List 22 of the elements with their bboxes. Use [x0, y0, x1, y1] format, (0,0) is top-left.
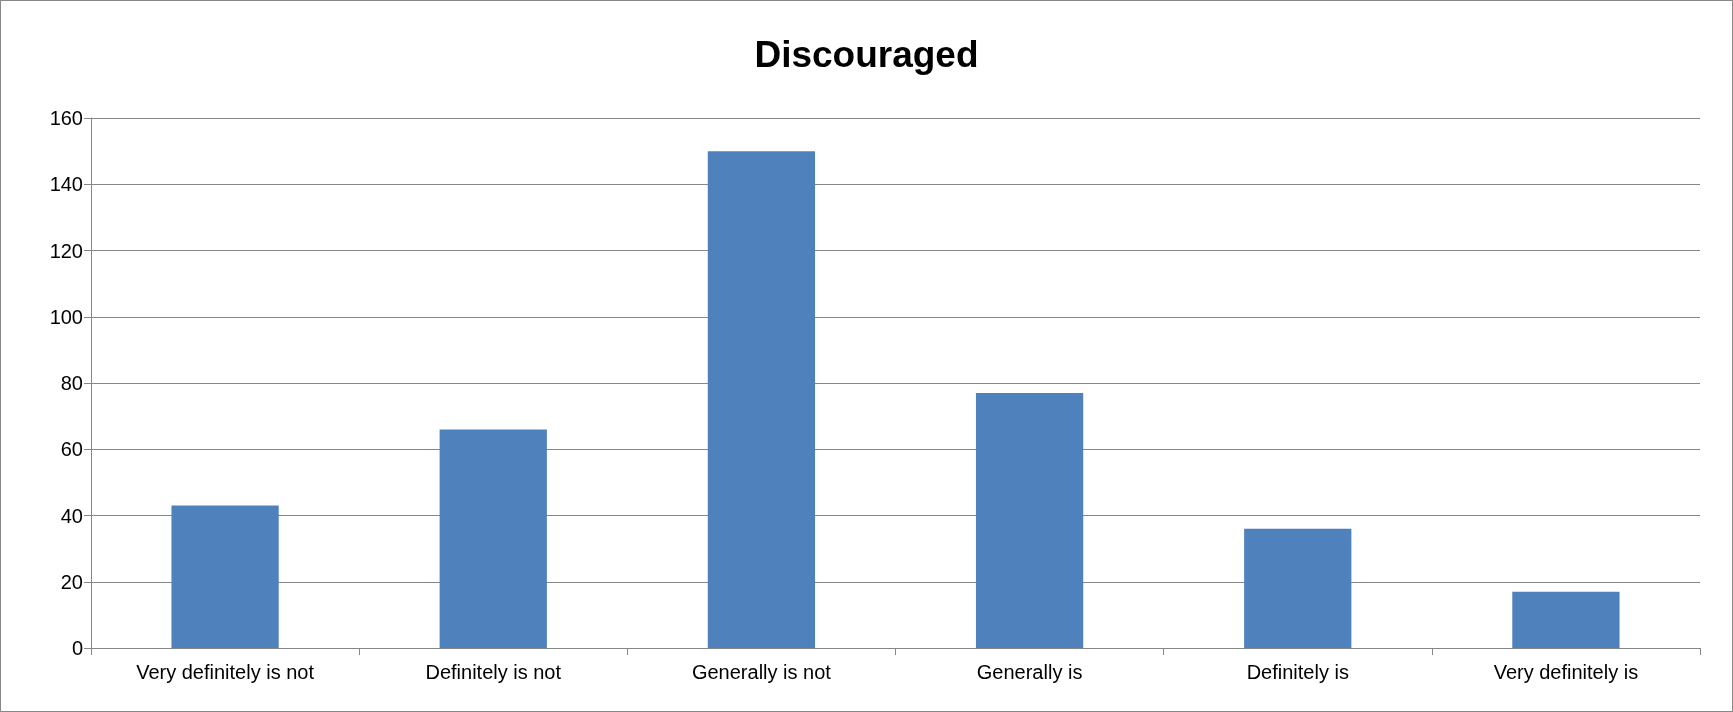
x-tick-label: Definitely is — [1246, 661, 1349, 683]
y-tick-label: 100 — [49, 305, 83, 328]
y-tick-label: 160 — [49, 107, 83, 129]
x-tick-label: Generally is not — [691, 661, 832, 683]
x-tick-label: Definitely is not — [425, 661, 562, 683]
y-tick-label: 60 — [60, 438, 83, 461]
y-tick-label: 40 — [60, 504, 83, 527]
y-tick-label: 20 — [60, 570, 83, 593]
y-tick-label: 120 — [49, 239, 83, 262]
x-tick-label: Very definitely is — [1493, 661, 1639, 683]
bar — [439, 429, 547, 648]
bar — [975, 392, 1084, 648]
x-tick-label: Very definitely is not — [136, 661, 315, 683]
bar — [707, 151, 816, 648]
bar — [171, 505, 279, 648]
chart-title: Discouraged — [754, 34, 979, 75]
bar — [1244, 528, 1352, 648]
y-tick-label: 140 — [49, 173, 83, 196]
x-tick-label: Generally is — [976, 661, 1083, 683]
y-tick-label: 0 — [71, 637, 83, 659]
y-tick-label: 80 — [60, 372, 83, 394]
bar — [1512, 591, 1620, 648]
